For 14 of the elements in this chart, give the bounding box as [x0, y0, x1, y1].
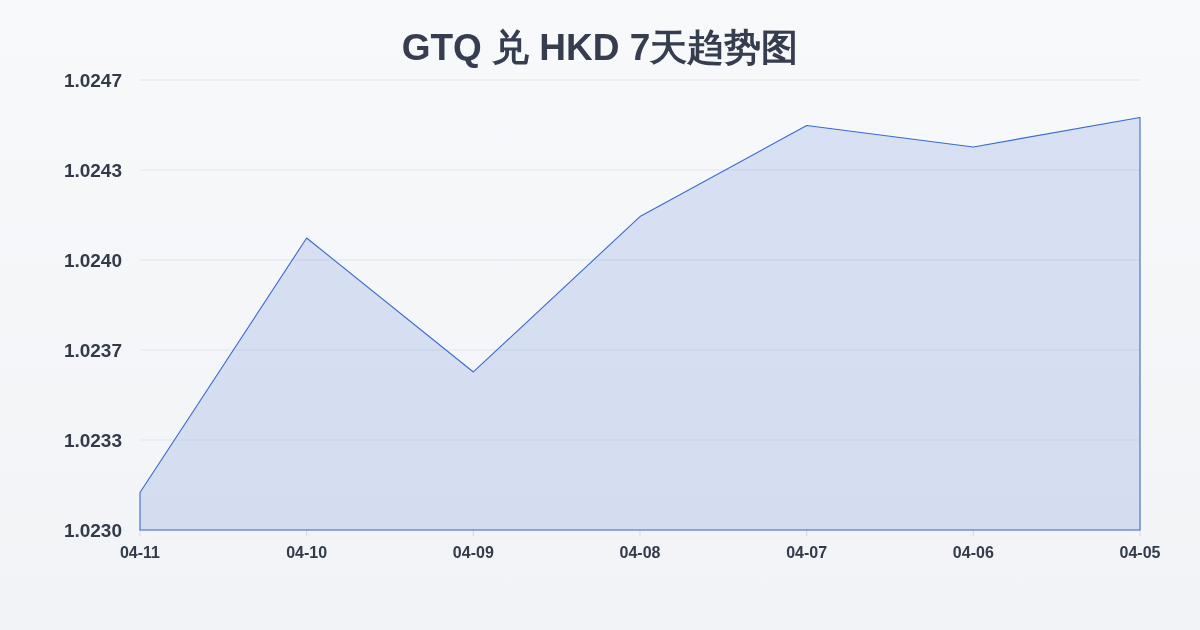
x-tick-label: 04-11: [120, 544, 160, 561]
x-tick-label: 04-10: [286, 544, 328, 561]
x-tick-label: 04-09: [452, 544, 494, 561]
y-tick-label: 1.0233: [63, 429, 122, 451]
x-tick-label: 04-05: [1119, 544, 1161, 561]
x-tick-label: 04-06: [952, 544, 994, 561]
x-tick-label: 04-08: [619, 544, 661, 561]
y-tick-label: 1.0230: [63, 519, 122, 541]
y-tick-label: 1.0240: [63, 249, 122, 271]
y-tick-label: 1.0243: [63, 159, 122, 181]
y-tick-label: 1.0247: [63, 69, 122, 91]
y-tick-label: 1.0237: [63, 339, 122, 361]
x-tick-label: 04-07: [786, 544, 828, 561]
title: GTQ 兑 HKD 7天趋势图: [401, 27, 799, 68]
